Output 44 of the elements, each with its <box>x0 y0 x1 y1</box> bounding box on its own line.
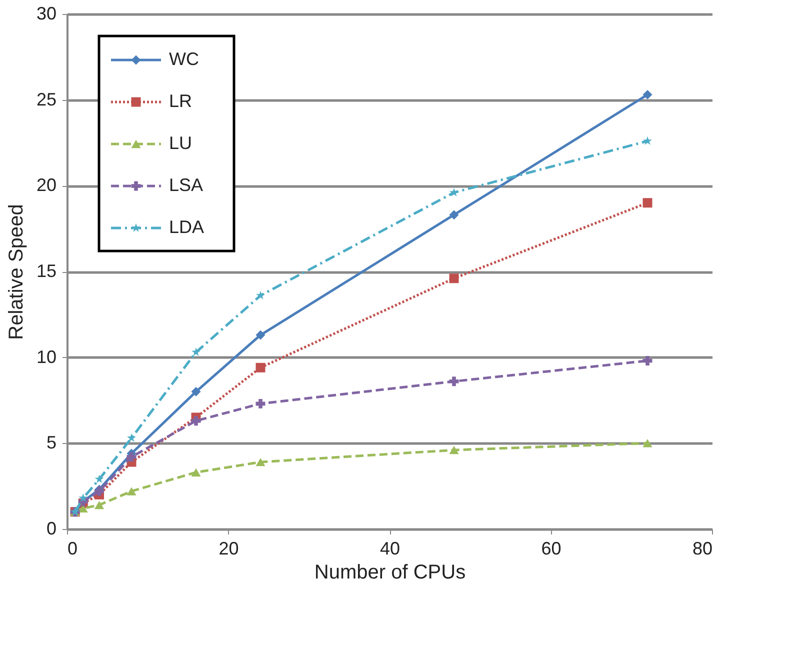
y-tick-label: 20 <box>36 175 56 196</box>
point <box>256 458 266 466</box>
point <box>642 90 652 100</box>
y-axis-title: Relative Speed <box>5 204 28 340</box>
point <box>191 386 201 396</box>
legend-label: LR <box>169 91 192 111</box>
point <box>191 416 201 426</box>
x-tick-label: 0 <box>68 538 78 558</box>
legend-label: WC <box>169 49 199 69</box>
point <box>256 290 266 300</box>
point <box>126 452 136 462</box>
point <box>642 198 652 208</box>
x-tick-label: 20 <box>218 538 239 558</box>
point <box>78 493 88 502</box>
point <box>256 362 266 372</box>
y-tick-label: 10 <box>36 346 56 367</box>
point <box>449 210 459 220</box>
y-tick-label: 30 <box>36 4 56 24</box>
point <box>642 136 652 145</box>
point <box>449 376 459 386</box>
point <box>191 468 201 476</box>
y-tick-label: 5 <box>46 432 56 453</box>
point <box>256 330 266 340</box>
x-tick-label: 60 <box>541 538 562 558</box>
point <box>126 487 136 496</box>
point <box>642 356 652 366</box>
point <box>126 433 136 442</box>
x-axis-title: Number of CPUs <box>314 562 466 584</box>
point <box>94 474 104 484</box>
y-tick-label: 0 <box>46 518 56 538</box>
x-tick-label: 40 <box>380 538 400 558</box>
point <box>191 347 201 356</box>
y-tick-label: 15 <box>36 261 56 281</box>
point <box>256 398 266 408</box>
point <box>642 439 652 448</box>
legend-label: LU <box>169 133 192 153</box>
legend-label: LDA <box>169 217 204 237</box>
point <box>449 446 459 454</box>
x-tick-label: 80 <box>692 538 712 558</box>
point <box>449 274 459 284</box>
y-tick-label: 25 <box>36 89 56 110</box>
point <box>449 188 459 196</box>
legend-label: LSA <box>169 175 204 195</box>
point <box>94 500 104 510</box>
